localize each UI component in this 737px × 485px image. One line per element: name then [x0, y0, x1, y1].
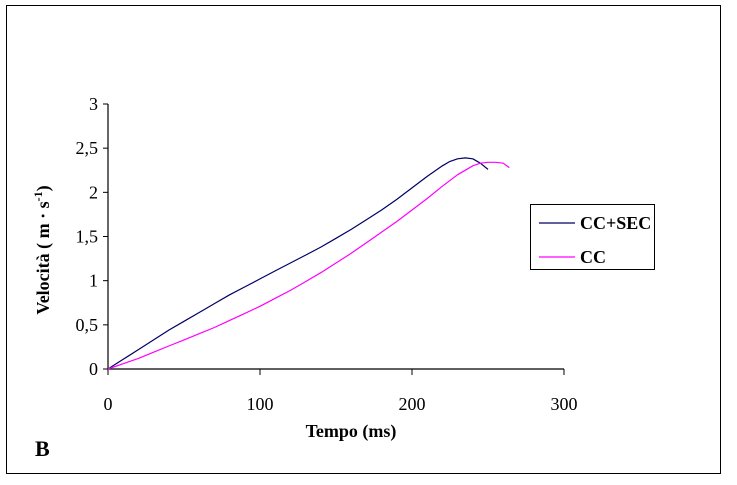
x-tick-label: 0: [104, 394, 113, 414]
legend-label-cc: CC: [580, 247, 606, 267]
x-axis-title: Tempo (ms): [306, 421, 397, 442]
x-tick-label: 300: [551, 394, 578, 414]
x-tick-label: 100: [247, 394, 274, 414]
y-axis-title-main: Velocità ( m · s: [33, 201, 54, 314]
y-axis-title-group: Velocità ( m · s-1): [31, 185, 54, 314]
y-axis-title-close: ): [33, 185, 54, 191]
legend-label-cc-sec: CC+SEC: [580, 213, 651, 233]
legend: CC+SEC CC: [530, 204, 655, 270]
y-tick-label: 1: [89, 271, 98, 291]
panel-label: B: [35, 436, 50, 461]
x-tick-labels: 0 100 200 300: [104, 394, 578, 414]
series-line-cc-sec: [107, 157, 489, 370]
y-tick-label: 2,5: [76, 138, 99, 158]
y-axis-title-superscript: -1: [31, 191, 45, 201]
legend-box: [530, 204, 655, 270]
y-tick-label: 3: [89, 94, 98, 114]
axes: [103, 103, 565, 375]
y-tick-label: 1,5: [76, 227, 99, 247]
y-axis-title: Velocità ( m · s-1): [31, 185, 54, 314]
series-line-cc: [107, 161, 510, 370]
y-tick-labels: 0 0,5 1 1,5 2 2,5 3: [76, 94, 99, 379]
y-tick-label: 0: [89, 359, 98, 379]
y-tick-label: 2: [89, 182, 98, 202]
y-tick-label: 0,5: [76, 315, 99, 335]
series-lines: [107, 157, 510, 370]
x-tick-label: 200: [399, 394, 426, 414]
